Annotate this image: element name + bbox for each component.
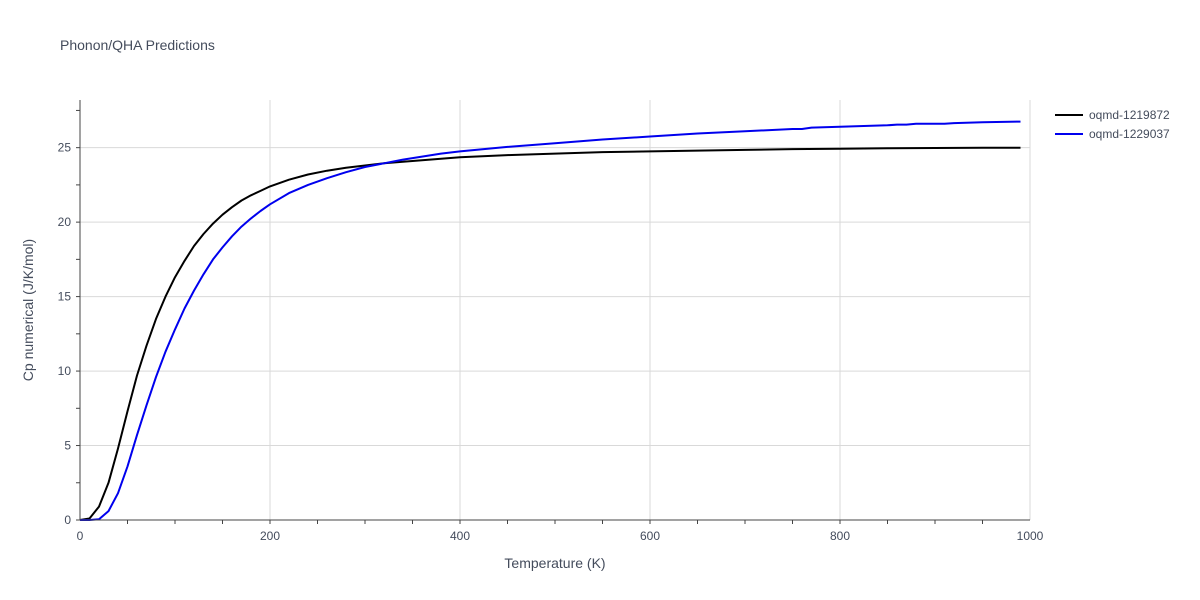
legend[interactable]: oqmd-1219872 oqmd-1229037 [1055,108,1170,141]
x-tick-label: 200 [260,529,280,543]
y-tick-label: 5 [64,439,71,453]
x-axis-ticks: 0 200 400 600 800 1000 [77,520,1044,543]
chart-title: Phonon/QHA Predictions [60,37,215,53]
y-tick-label: 0 [64,513,71,527]
y-tick-label: 20 [58,215,72,229]
y-tick-label: 10 [58,364,72,378]
y-tick-label: 25 [58,141,72,155]
x-tick-label: 0 [77,529,84,543]
x-tick-label: 600 [640,529,660,543]
x-tick-label: 1000 [1017,529,1044,543]
legend-item-oqmd-1219872[interactable]: oqmd-1219872 [1055,108,1170,122]
y-axis-label: Cp numerical (J/K/mol) [20,239,36,381]
legend-item-oqmd-1229037[interactable]: oqmd-1229037 [1055,127,1170,141]
grid-lines [80,100,1031,520]
x-tick-label: 800 [830,529,850,543]
series-line-oqmd-1229037 [80,120,1021,521]
series-line-oqmd-1219872 [79,146,1021,521]
x-axis-label: Temperature (K) [504,555,605,571]
series-lines [79,120,1021,521]
legend-label: oqmd-1219872 [1089,108,1170,122]
y-axis-ticks: 0 5 10 15 20 25 [58,109,80,527]
y-tick-label: 15 [58,290,72,304]
legend-label: oqmd-1229037 [1089,127,1170,141]
x-tick-label: 400 [450,529,470,543]
